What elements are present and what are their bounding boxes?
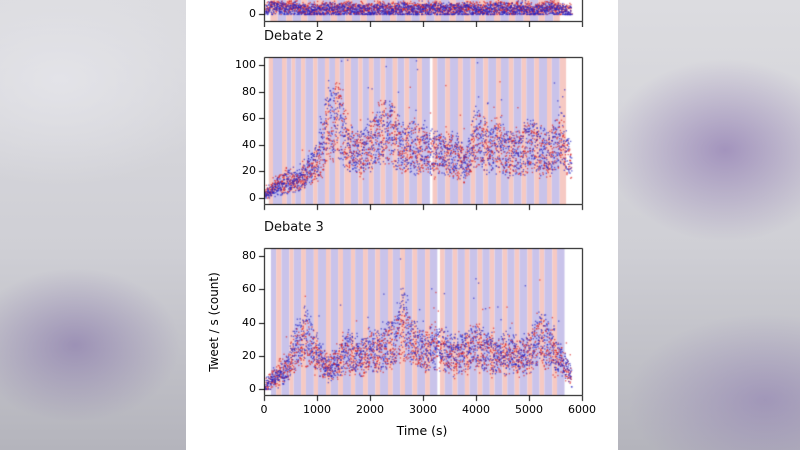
y-tick-label: 20 — [242, 164, 256, 178]
y-tick-label: 40 — [242, 315, 256, 329]
x-tick-label: 6000 — [568, 403, 596, 416]
y-tick-label: 60 — [242, 111, 256, 125]
debate1-plot-canvas — [248, 0, 592, 27]
y-tick-label: 40 — [242, 137, 256, 151]
x-tick-label: 5000 — [515, 403, 543, 416]
y-tick-label: 20 — [242, 348, 256, 362]
debate2-plot-canvas — [248, 55, 592, 216]
y-tick-label: 0 — [249, 382, 256, 395]
x-tick-label: 1000 — [303, 403, 331, 416]
figure-area: Debate 2 Debate 3 Tweet / s (count) Time… — [186, 0, 618, 450]
y-tick-label: 80 — [242, 249, 256, 262]
x-tick-label: 2000 — [356, 403, 384, 416]
y-tick-label: 100 — [235, 58, 256, 71]
panel-title-debate2: Debate 2 — [264, 29, 324, 44]
x-tick-label: 4000 — [462, 403, 490, 416]
x-axis-label: Time (s) — [396, 423, 448, 438]
x-tick-label: 0 — [260, 403, 268, 416]
debate3-plot-canvas — [248, 246, 592, 407]
y-tick-label: 80 — [242, 84, 256, 98]
x-tick-label: 3000 — [409, 403, 437, 416]
y-tick-label: 0 — [249, 7, 256, 20]
y-tick-label: 0 — [249, 191, 256, 204]
panel-title-debate3: Debate 3 — [264, 220, 324, 235]
y-tick-label: 60 — [242, 282, 256, 296]
y-axis-label: Tweet / s (count) — [207, 272, 221, 372]
